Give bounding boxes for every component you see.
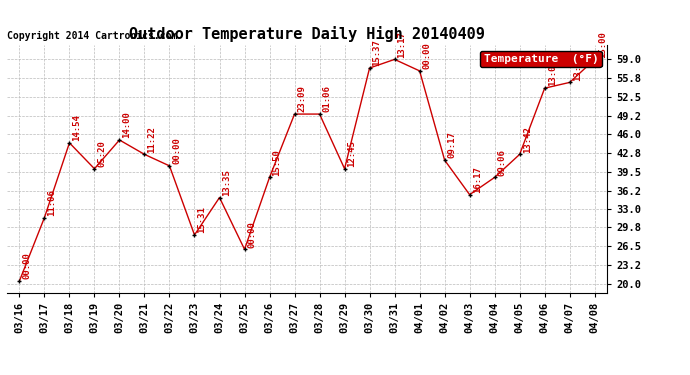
- Text: 05:20: 05:20: [97, 140, 106, 167]
- Text: 15:37: 15:37: [373, 39, 382, 66]
- Legend: Temperature  (°F): Temperature (°F): [480, 51, 602, 67]
- Text: 11:22: 11:22: [148, 126, 157, 153]
- Text: 14:54: 14:54: [72, 114, 81, 141]
- Text: 13:42: 13:42: [522, 126, 532, 153]
- Text: 23:09: 23:09: [297, 86, 306, 112]
- Text: Copyright 2014 Cartronics.com: Copyright 2014 Cartronics.com: [7, 31, 177, 41]
- Text: 00:00: 00:00: [22, 252, 32, 279]
- Title: Outdoor Temperature Daily High 20140409: Outdoor Temperature Daily High 20140409: [129, 27, 485, 42]
- Text: 14:00: 14:00: [122, 111, 132, 138]
- Text: 09:17: 09:17: [448, 132, 457, 158]
- Text: 00:00: 00:00: [172, 137, 181, 164]
- Text: 11:06: 11:06: [48, 189, 57, 216]
- Text: 13:35: 13:35: [222, 169, 232, 196]
- Text: 15:50: 15:50: [273, 149, 282, 176]
- Text: 13:17: 13:17: [397, 31, 406, 58]
- Text: 01:06: 01:06: [322, 86, 332, 112]
- Text: 15:31: 15:31: [197, 206, 206, 233]
- Text: 00:00: 00:00: [248, 221, 257, 248]
- Text: 13:05: 13:05: [548, 60, 557, 87]
- Text: 00:00: 00:00: [422, 42, 432, 69]
- Text: 15:00: 15:00: [598, 31, 607, 58]
- Text: 16:17: 16:17: [473, 166, 482, 193]
- Text: 13:10: 13:10: [573, 54, 582, 81]
- Text: 09:06: 09:06: [497, 149, 506, 176]
- Text: 12:45: 12:45: [348, 140, 357, 167]
